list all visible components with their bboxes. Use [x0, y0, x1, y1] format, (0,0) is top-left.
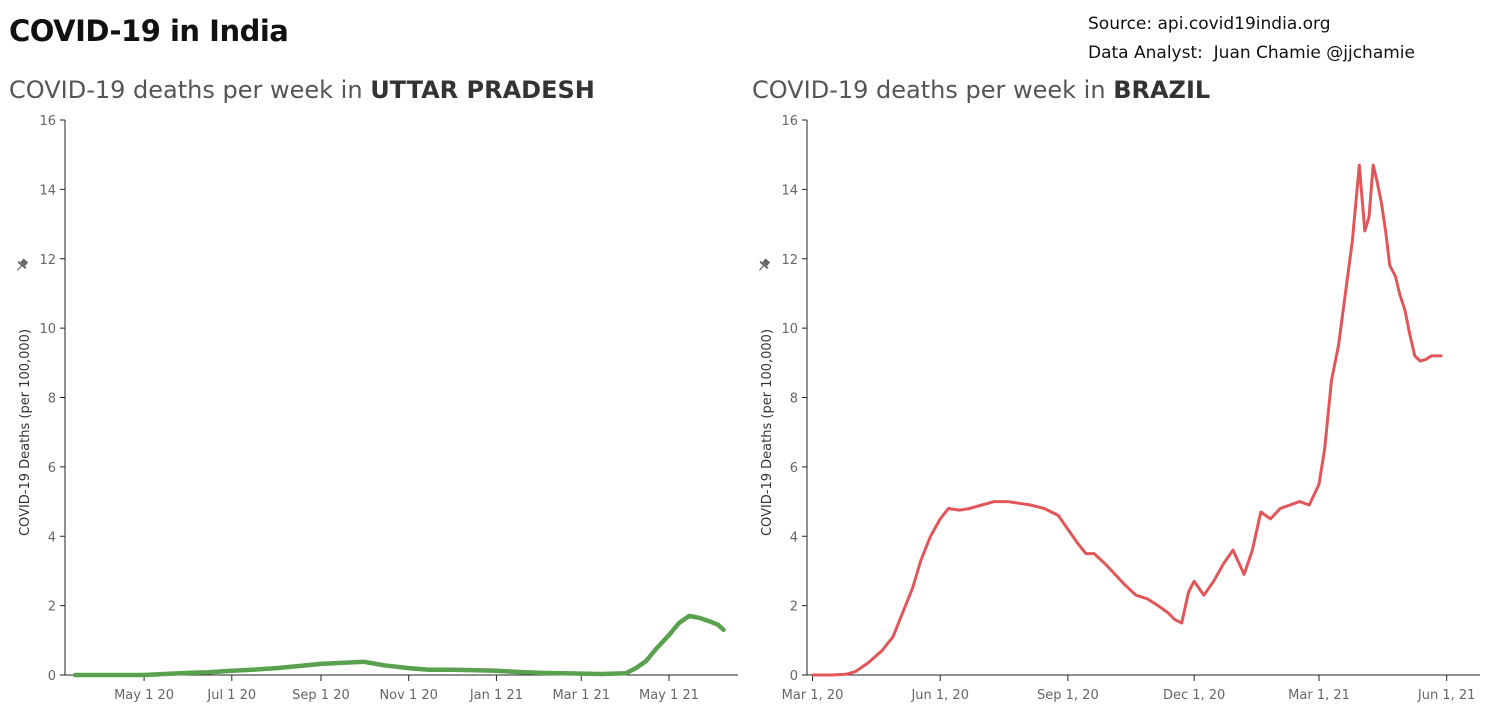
pin-icon-collar: [17, 261, 27, 269]
line-chart-uttar-pradesh: 0 2 4 6 8 10 12 14 16 May 1 20 Jul 1 20 Sep 1 20 Nov…: [14, 114, 738, 703]
chart-title-prefix: COVID-19 deaths per week in: [9, 76, 371, 104]
x-tick-label: Mar 1 21: [552, 688, 610, 703]
chart-title-left: COVID-19 deaths per week in UTTAR PRADES…: [9, 76, 595, 104]
y-tick-label: 8: [790, 392, 798, 407]
x-tick-label: Dec 1, 20: [1163, 688, 1225, 703]
pin-icon-needle: [759, 265, 764, 271]
x-tick-label: Mar 1, 21: [1288, 688, 1350, 703]
analyst-line: Data Analyst: Juan Chamie @jjchamie: [1088, 43, 1415, 63]
y-tick-label: 4: [48, 530, 56, 545]
pin-icon-needle: [17, 265, 22, 271]
chart-title-region: BRAZIL: [1113, 76, 1211, 104]
x-tick-label: Jun 1, 20: [910, 688, 969, 703]
chart-title-right: COVID-19 deaths per week in BRAZIL: [752, 76, 1210, 104]
x-tick-label: Jun 1, 21: [1417, 688, 1476, 703]
y-tick-label: 14: [781, 183, 798, 198]
x-tick-label: Nov 1 20: [379, 688, 437, 703]
pin-icon[interactable]: [756, 257, 772, 273]
x-tick-label: Sep 1 20: [292, 688, 350, 703]
y-tick-label: 8: [48, 392, 56, 407]
chart-title-region: UTTAR PRADESH: [370, 76, 595, 104]
y-axis-title: COVID-19 Deaths (per 100,000): [760, 329, 775, 536]
y-tick-label: 10: [39, 322, 56, 337]
y-tick-label: 6: [48, 461, 56, 476]
y-tick-label: 16: [781, 114, 798, 129]
y-tick-label: 0: [790, 669, 798, 684]
y-tick-label: 12: [39, 253, 56, 268]
y-tick-label: 2: [48, 600, 56, 615]
y-tick-label: 12: [781, 253, 798, 268]
chart-title-prefix: COVID-19 deaths per week in: [752, 76, 1114, 104]
source-line: Source: api.covid19india.org: [1088, 14, 1331, 34]
pin-icon-head: [20, 258, 29, 267]
y-tick-label: 0: [48, 669, 56, 684]
x-tick-label: May 1 21: [639, 688, 699, 703]
x-tick-label: Mar 1, 20: [782, 688, 844, 703]
x-tick-label: Jan 1 21: [469, 688, 523, 703]
y-tick-label: 6: [790, 461, 798, 476]
y-tick-label: 14: [39, 183, 56, 198]
x-tick-label: Jul 1 20: [206, 688, 256, 703]
page-title: COVID-19 in India: [9, 14, 289, 48]
pin-icon[interactable]: [14, 257, 30, 273]
pin-icon-collar: [759, 261, 769, 269]
pin-icon-head: [762, 258, 771, 267]
y-tick-label: 2: [790, 600, 798, 615]
y-tick-label: 16: [39, 114, 56, 129]
x-tick-label: May 1 20: [114, 688, 174, 703]
series-line: [72, 613, 726, 678]
x-tick-label: Sep 1, 20: [1037, 688, 1099, 703]
source-credits: Source: api.covid19india.org Data Analys…: [1088, 10, 1415, 68]
y-tick-label: 4: [790, 530, 798, 545]
series-line: [811, 163, 1443, 677]
y-tick-label: 10: [781, 322, 798, 337]
y-axis-title: COVID-19 Deaths (per 100,000): [18, 329, 33, 536]
